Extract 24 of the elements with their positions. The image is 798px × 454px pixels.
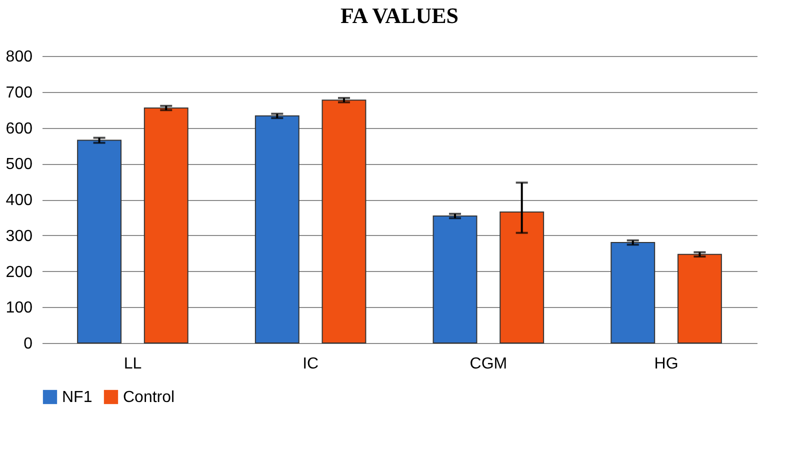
y-tick-label: 600	[6, 120, 33, 138]
legend-label: Control	[123, 389, 175, 406]
bar	[610, 242, 656, 344]
y-tick-label: 0	[24, 336, 33, 352]
bar	[432, 216, 478, 344]
bar	[677, 254, 722, 344]
y-tick-label: 800	[6, 48, 33, 66]
x-tick-label: HG	[654, 356, 678, 372]
chart-title: FA VALUES	[340, 3, 458, 28]
y-tick-label: 300	[6, 228, 33, 245]
x-tick-label: LL	[124, 356, 142, 372]
bar	[322, 100, 366, 344]
legend-label: NF1	[62, 389, 92, 406]
y-tick-label: 700	[6, 84, 33, 102]
y-tick-label: 200	[6, 264, 33, 281]
x-tick-label: IC	[302, 356, 319, 372]
x-tick-label: CGM	[470, 356, 508, 372]
y-tick-label: 100	[6, 300, 33, 317]
bar	[144, 108, 188, 344]
y-tick-label: 500	[6, 156, 33, 174]
bar	[500, 212, 544, 344]
y-tick-label: 400	[6, 192, 33, 209]
bar	[77, 140, 122, 344]
bar	[254, 115, 300, 344]
